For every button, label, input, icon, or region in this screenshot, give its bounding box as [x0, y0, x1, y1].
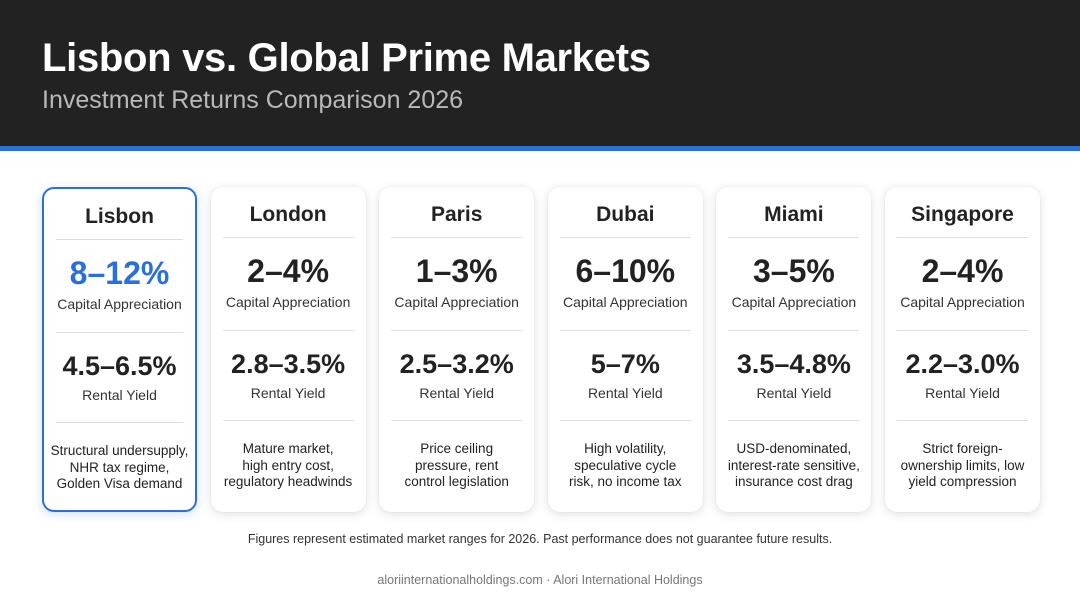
capital-appreciation-label: Capital Appreciation [563, 294, 688, 310]
divider [897, 330, 1028, 331]
header-accent-bar [0, 146, 1080, 151]
market-note: High volatility, speculative cycle risk,… [569, 441, 682, 489]
footer-credit: aloriinternationalholdings.com · Alori I… [377, 573, 703, 587]
rental-yield-value: 2.5–3.2% [399, 349, 514, 379]
divider [559, 237, 691, 238]
divider [56, 422, 183, 423]
capital-appreciation-label: Capital Appreciation [394, 294, 519, 310]
rental-yield-value: 4.5–6.5% [62, 351, 177, 381]
rental-yield-value: 3.5–4.8% [736, 349, 851, 379]
market-note: USD-denominated, interest-rate sensitive… [727, 441, 860, 489]
divider [222, 420, 354, 421]
market-card-lisbon: Lisbon 8–12% Capital Appreciation 4.5–6.… [42, 187, 197, 512]
capital-appreciation-label: Capital Appreciation [731, 294, 857, 310]
market-card-paris: Paris 1–3% Capital Appreciation 2.5–3.2%… [379, 187, 535, 512]
market-note: Strict foreign- ownership limits, low yi… [900, 441, 1025, 489]
market-card-london: London 2–4% Capital Appreciation 2.8–3.5… [210, 187, 366, 512]
market-card-dubai: Dubai 6–10% Capital Appreciation 5–7% Re… [547, 187, 703, 512]
header-banner: Lisbon vs. Global Prime Markets Investme… [0, 0, 1080, 146]
page-subtitle: Investment Returns Comparison 2026 [42, 86, 464, 114]
divider [559, 420, 691, 421]
divider [391, 330, 523, 331]
capital-appreciation-value: 8–12% [69, 255, 170, 291]
capital-appreciation-value: 1–3% [415, 253, 498, 289]
market-note: Structural undersupply, NHR tax regime, … [50, 443, 189, 491]
city-name: Lisbon [85, 205, 154, 228]
disclaimer: Figures represent estimated market range… [247, 532, 833, 546]
rental-yield-label: Rental Yield [587, 385, 663, 401]
market-cards: Lisbon 8–12% Capital Appreciation 4.5–6.… [42, 187, 1040, 512]
divider [222, 237, 354, 238]
city-name: Singapore [911, 203, 1014, 226]
divider [391, 237, 523, 238]
rental-yield-label: Rental Yield [82, 387, 157, 403]
capital-appreciation-label: Capital Appreciation [900, 294, 1025, 310]
capital-appreciation-label: Capital Appreciation [225, 294, 351, 310]
rental-yield-value: 5–7% [590, 349, 660, 379]
rental-yield-label: Rental Yield [250, 385, 326, 401]
divider [56, 332, 183, 333]
divider [559, 330, 691, 331]
rental-yield-value: 2.8–3.5% [231, 349, 346, 379]
market-note: Price ceiling pressure, rent control leg… [404, 441, 509, 489]
city-name: London [249, 203, 327, 226]
city-name: Dubai [596, 203, 655, 226]
rental-yield-label: Rental Yield [756, 385, 832, 401]
city-name: Paris [431, 203, 483, 226]
divider [222, 330, 354, 331]
divider [897, 420, 1028, 421]
divider [728, 420, 860, 421]
capital-appreciation-value: 3–5% [752, 253, 835, 289]
capital-appreciation-value: 2–4% [921, 253, 1004, 289]
market-card-singapore: Singapore 2–4% Capital Appreciation 2.2–… [885, 187, 1040, 512]
divider [56, 239, 183, 240]
page-title: Lisbon vs. Global Prime Markets [42, 36, 651, 80]
rental-yield-label: Rental Yield [419, 385, 495, 401]
divider [391, 420, 523, 421]
divider [728, 330, 860, 331]
rental-yield-label: Rental Yield [925, 385, 1000, 401]
capital-appreciation-value: 6–10% [575, 253, 676, 289]
city-name: Miami [764, 203, 824, 226]
market-card-miami: Miami 3–5% Capital Appreciation 3.5–4.8%… [716, 187, 872, 512]
divider [897, 237, 1028, 238]
divider [728, 237, 860, 238]
capital-appreciation-value: 2–4% [247, 253, 330, 289]
capital-appreciation-label: Capital Appreciation [57, 296, 182, 312]
market-note: Mature market, high entry cost, regulato… [223, 441, 353, 489]
rental-yield-value: 2.2–3.0% [905, 349, 1020, 379]
